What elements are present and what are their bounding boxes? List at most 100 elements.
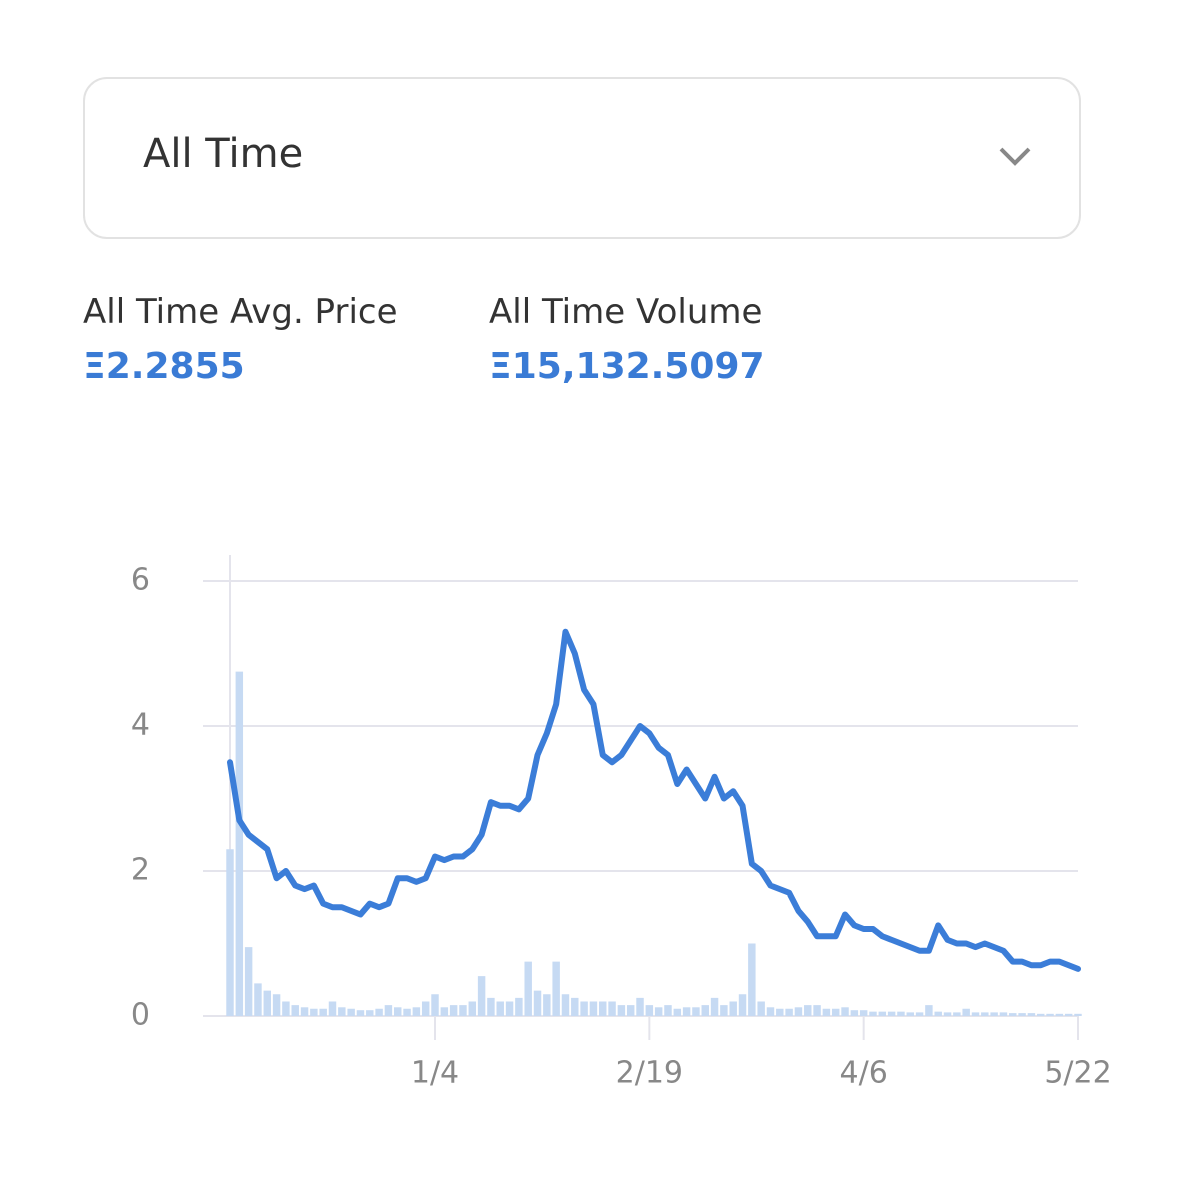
volume-bar <box>841 1007 849 1016</box>
volume-bar <box>244 947 253 1016</box>
stat-label: All Time Volume <box>489 292 763 332</box>
volume-bar <box>999 1012 1008 1016</box>
volume-bar <box>254 983 262 1016</box>
volume-bar <box>654 1007 663 1016</box>
volume-bar <box>981 1012 989 1016</box>
volume-bar <box>449 1005 458 1016</box>
volume-bar <box>869 1011 877 1016</box>
volume-bar <box>282 1001 290 1016</box>
volume-bar <box>366 1010 374 1016</box>
time-dropdown[interactable]: All Time <box>83 77 1081 239</box>
volume-bar <box>636 997 644 1016</box>
volume-bar <box>887 1011 896 1016</box>
volume-bar <box>1055 1013 1064 1016</box>
volume-bar <box>356 1010 365 1016</box>
volume-bar <box>608 1001 616 1016</box>
volume-bar <box>617 1005 626 1016</box>
volume-bar <box>1009 1013 1017 1016</box>
volume-bar <box>626 1005 635 1016</box>
volume-bar <box>328 1001 337 1016</box>
volume-bar <box>524 961 532 1016</box>
volume-bar <box>813 1005 821 1016</box>
volume-bar <box>394 1007 402 1016</box>
volume-bar <box>263 990 272 1016</box>
volume-bar <box>729 1001 737 1016</box>
volume-bar <box>1074 1013 1082 1016</box>
volume-bar <box>878 1011 887 1016</box>
stat: All Time Volume Ξ15,132.5097 <box>489 292 765 387</box>
volume-bar <box>701 1005 709 1016</box>
volume-bar <box>1018 1013 1026 1016</box>
volume-bar <box>226 849 234 1016</box>
volume-bar <box>599 1001 607 1016</box>
x-tick-label: 1/4 <box>411 1056 459 1091</box>
volume-bar <box>338 1007 346 1016</box>
volume-bar <box>515 997 523 1016</box>
volume-bar <box>850 1010 859 1016</box>
volume-bar <box>673 1008 682 1016</box>
chevron <box>999 147 1031 166</box>
volume-bar <box>272 994 281 1016</box>
stat: All Time Avg. Price Ξ2.2855 <box>83 292 398 387</box>
volume-bar <box>897 1011 905 1016</box>
volume-bar <box>468 1001 477 1016</box>
volume-bar <box>682 1007 691 1016</box>
volume-bar <box>776 1008 784 1016</box>
volume-bar <box>319 1008 327 1016</box>
volume-bar <box>925 1005 933 1016</box>
volume-bar <box>505 1001 514 1016</box>
volume-bar <box>645 1005 654 1016</box>
volume-bar <box>664 1005 672 1016</box>
volume-bar <box>589 1001 598 1016</box>
stat-label: All Time Avg. Price <box>83 292 398 332</box>
volume-bar <box>962 1008 970 1016</box>
volume-bar <box>440 1007 449 1016</box>
volume-bar <box>291 1005 299 1016</box>
x-tick-label: 4/6 <box>840 1056 888 1091</box>
volume-bar <box>804 1005 812 1016</box>
volume-bar <box>794 1007 803 1016</box>
volume-bar <box>459 1005 467 1016</box>
volume-bar <box>748 943 756 1016</box>
dropdown-label: All Time <box>143 131 304 177</box>
price-line <box>227 628 1081 972</box>
volume-bar <box>720 1005 728 1016</box>
x-tick-label: 2/19 <box>616 1056 683 1091</box>
volume-bar <box>859 1010 868 1016</box>
volume-bar <box>235 671 244 1016</box>
volume-bar <box>375 1008 383 1016</box>
volume-bar <box>421 1001 430 1016</box>
volume-bar <box>822 1008 831 1016</box>
volume-bar <box>310 1008 318 1016</box>
volume-bar <box>915 1012 924 1016</box>
volume-bar <box>1046 1013 1054 1016</box>
volume-bar <box>971 1012 980 1016</box>
volume-bar <box>412 1007 421 1016</box>
volume-bar <box>1036 1013 1045 1016</box>
volume-bar <box>477 976 486 1016</box>
volume-bar <box>785 1008 793 1016</box>
y-tick-label: 6 <box>131 563 150 598</box>
volume-bar <box>831 1008 840 1016</box>
y-tick-label: 0 <box>131 998 150 1033</box>
volume-bar <box>384 1005 393 1016</box>
volume-bar <box>990 1012 998 1016</box>
volume-bar <box>533 990 542 1016</box>
volume-bar <box>710 997 719 1016</box>
stat-value: Ξ15,132.5097 <box>489 346 765 387</box>
y-tick-label: 2 <box>131 853 150 888</box>
volume-bar <box>943 1012 952 1016</box>
volume-bar <box>496 1001 504 1016</box>
volume-bar <box>403 1008 411 1016</box>
volume-bar <box>300 1007 309 1016</box>
volume-bar <box>692 1007 700 1016</box>
volume-bar <box>487 997 495 1016</box>
volume-bar <box>934 1011 942 1016</box>
volume-bar <box>561 994 570 1016</box>
volume-bar <box>431 994 439 1016</box>
volume-bar <box>1064 1013 1073 1016</box>
y-tick-label: 4 <box>131 708 150 743</box>
volume-bar <box>766 1007 775 1016</box>
